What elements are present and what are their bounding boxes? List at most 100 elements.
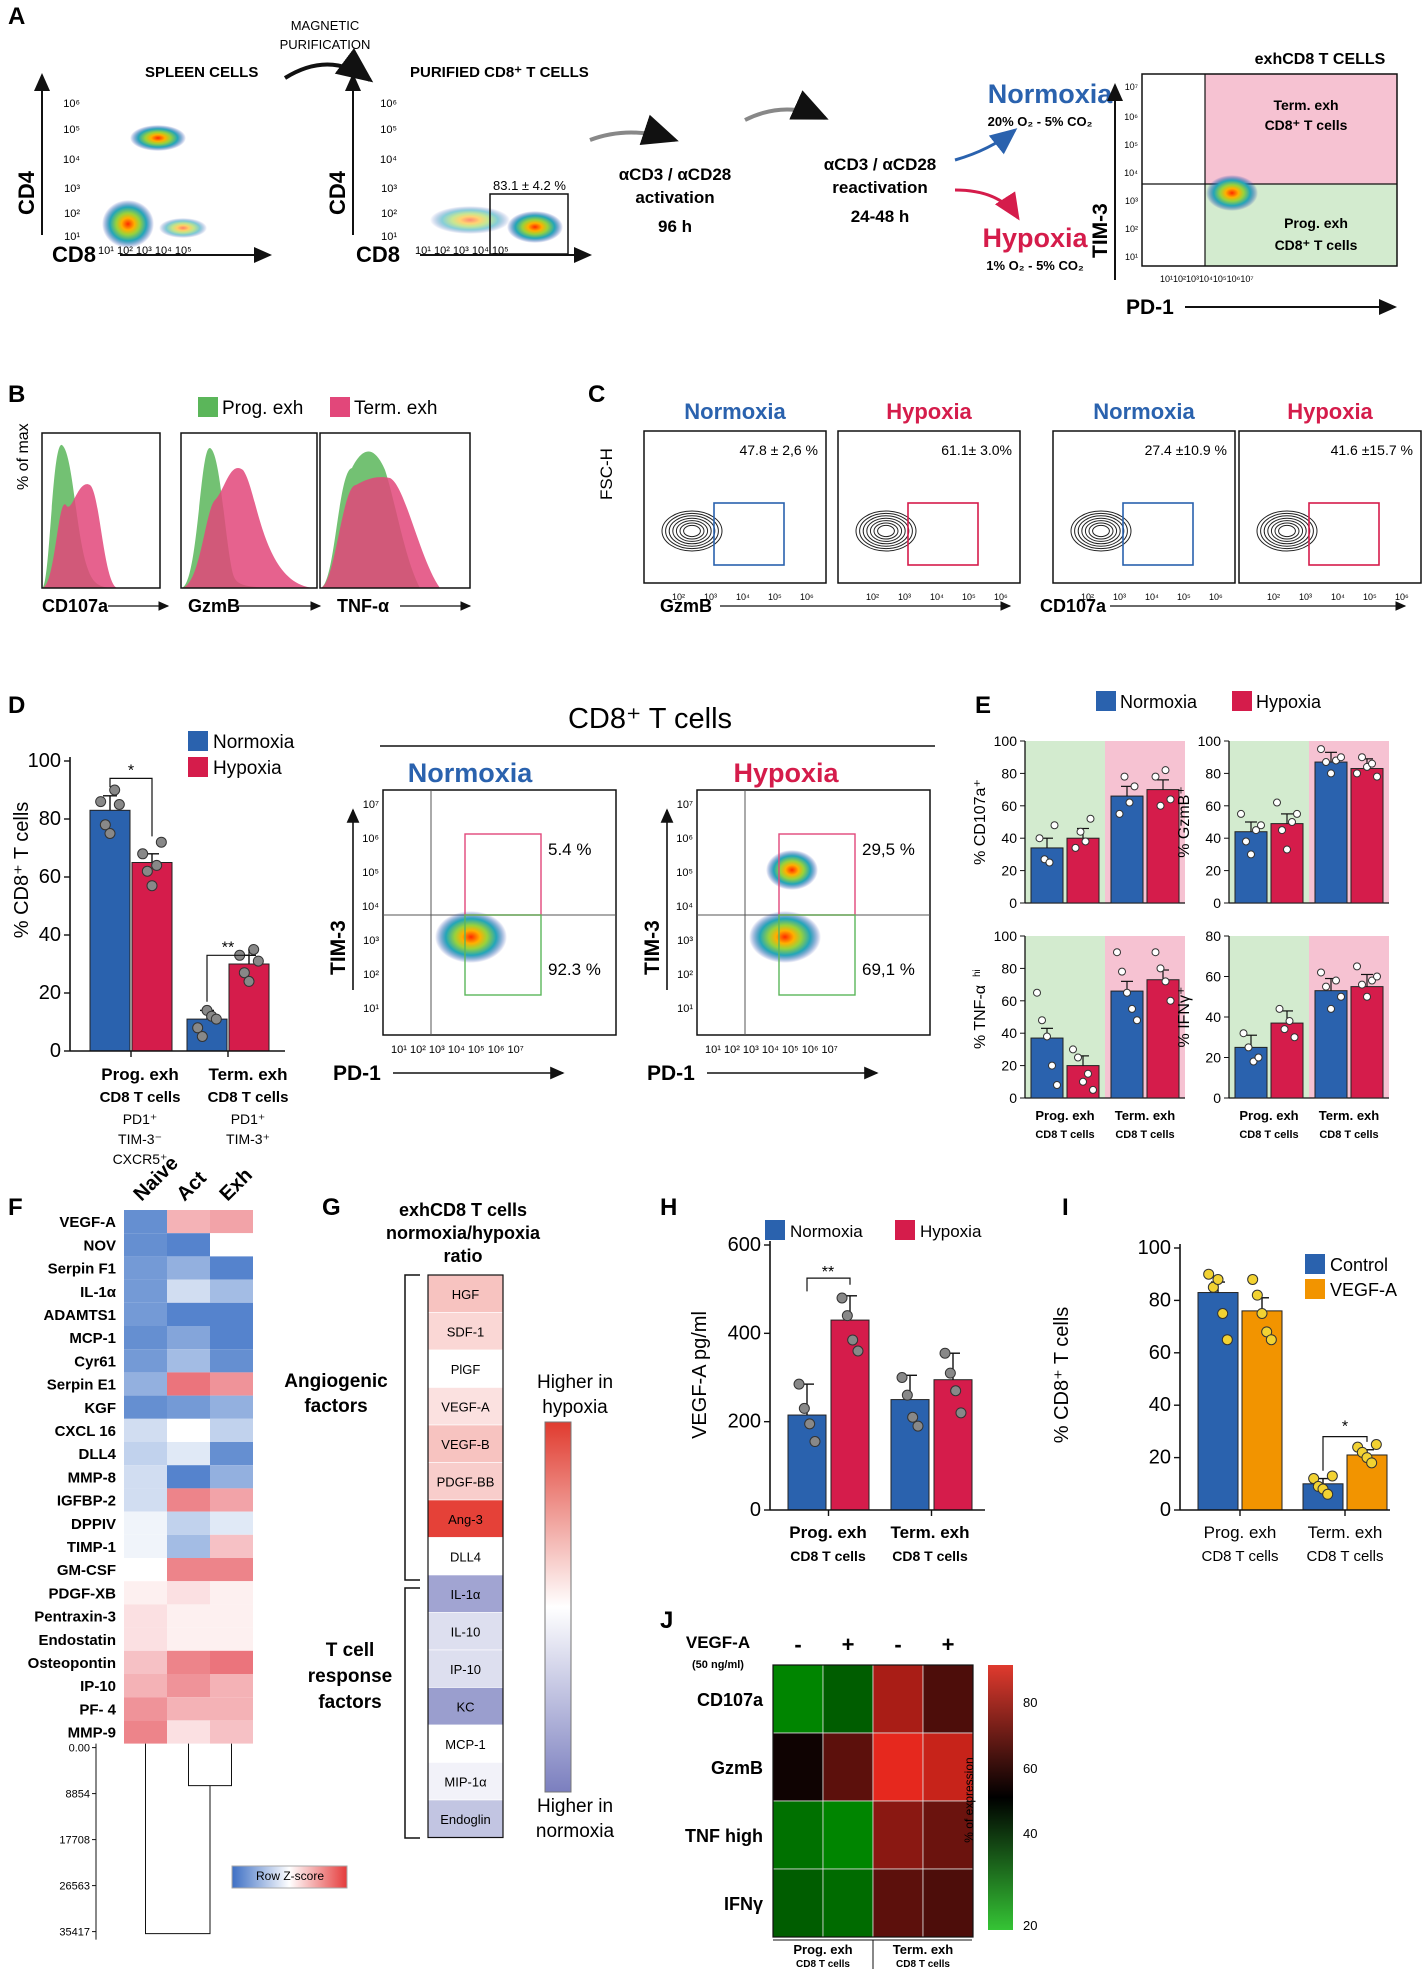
- i-ytick-label: 0: [1160, 1499, 1171, 1521]
- d-cat2-p1: PD1⁺: [231, 1111, 266, 1127]
- g-group1-2: factors: [304, 1396, 367, 1417]
- spleen-x-axis: CD8: [52, 242, 96, 267]
- i-cat1: Prog. exh: [1204, 1523, 1277, 1542]
- g-group1-1: Angiogenic: [284, 1371, 388, 1392]
- exh-ty6: 10¹: [1125, 252, 1138, 262]
- f-cell: [167, 1534, 210, 1558]
- e-cat-term-sub: CD8 T cells: [1319, 1129, 1378, 1141]
- c-pct: 61.1± 3.0%: [941, 442, 1012, 458]
- e-point: [1166, 795, 1175, 804]
- c-contour: [1260, 512, 1314, 550]
- f-dendro-tick-label: 8854: [66, 1789, 90, 1801]
- c-contour: [869, 520, 903, 542]
- d-cat1-p1: PD1⁺: [123, 1111, 158, 1127]
- d-flow-density-prog: [435, 911, 507, 963]
- f-row-label: DLL4: [79, 1446, 117, 1463]
- g-high-norm-2: normoxia: [536, 1821, 615, 1842]
- spleen-density: [102, 125, 207, 248]
- d-ytick-label: 60: [39, 866, 61, 888]
- spleen-tick-y1: 10⁵: [63, 124, 80, 136]
- f-row-label: ADAMTS1: [43, 1307, 116, 1324]
- spleen-tick-y0: 10⁶: [63, 98, 80, 110]
- c-condition-label: Normoxia: [684, 399, 786, 424]
- f-cell: [210, 1418, 253, 1442]
- h-legend-norm: Normoxia: [790, 1222, 863, 1241]
- g-cell: [427, 1387, 504, 1426]
- e-point: [1133, 1016, 1141, 1025]
- c-tick: 10⁵: [962, 592, 976, 602]
- hypoxia-cond: 1% O₂ - 5% CO₂: [986, 258, 1084, 273]
- d-legend-norm-swatch: [188, 731, 208, 751]
- c-condition-label: Hypoxia: [1287, 399, 1373, 424]
- c-condition-label: Hypoxia: [886, 399, 972, 424]
- purification-arrow: [283, 48, 374, 83]
- f-cell: [167, 1465, 210, 1489]
- purified-y-axis: CD4: [325, 170, 350, 215]
- e-ylabel: % IFNγ⁺: [1176, 987, 1193, 1048]
- e-point: [1353, 769, 1361, 778]
- f-cell: [210, 1650, 253, 1674]
- d-flow-term-pct: 5.4 %: [548, 840, 591, 859]
- h-point: [852, 1345, 864, 1357]
- c-tick: 10⁵: [1363, 592, 1377, 602]
- f-cell: [167, 1372, 210, 1396]
- c-tick: 10³: [1113, 592, 1126, 602]
- exh-ty5: 10²: [1125, 224, 1138, 234]
- i-sig: *: [1342, 1418, 1348, 1435]
- normoxia-arrow: [954, 128, 1018, 162]
- panel-b: B Prog. exh Term. exh % of max CD107a Gz…: [8, 381, 472, 616]
- f-cell: [167, 1604, 210, 1628]
- d-cat2-sub: CD8 T cells: [208, 1089, 289, 1106]
- f-cell: [210, 1279, 253, 1303]
- f-row-label: Endostatin: [39, 1632, 117, 1649]
- j-cell: [822, 1800, 874, 1870]
- d-flow-ytick: 10³: [363, 935, 379, 947]
- g-cell-label: Endoglin: [440, 1812, 491, 1827]
- d-point: [146, 880, 158, 892]
- spleen-tick-y2: 10⁴: [63, 154, 80, 166]
- pur-tick-y5: 10¹: [381, 231, 397, 243]
- f-cell: [210, 1302, 253, 1326]
- c-tick: 10⁴: [1145, 592, 1159, 602]
- hypoxia-arrow: [954, 188, 1020, 221]
- e-point: [1118, 967, 1126, 976]
- h-point: [809, 1436, 821, 1448]
- arrow1-line2: PURIFICATION: [280, 37, 371, 52]
- d-point: [196, 1031, 208, 1042]
- f-cell: [124, 1233, 167, 1257]
- f-cell: [210, 1511, 253, 1535]
- g-cell-label: DLL4: [450, 1549, 481, 1564]
- e-point: [1293, 809, 1301, 818]
- f-cell: [124, 1210, 167, 1234]
- g-high-norm-1: Higher in: [537, 1796, 613, 1817]
- j-scale-20: 20: [1023, 1918, 1037, 1933]
- g-cell: [427, 1274, 504, 1313]
- f-dendro-tick-label: 35417: [59, 1927, 90, 1939]
- f-cell: [167, 1442, 210, 1466]
- e-ytick-label: 0: [1009, 895, 1017, 911]
- panel-i-letter: I: [1062, 1194, 1069, 1221]
- e-ytick-label: 20: [1205, 863, 1221, 879]
- h-cat2-sub: CD8 T cells: [892, 1548, 968, 1564]
- f-cell: [167, 1418, 210, 1442]
- e-point: [1151, 772, 1160, 781]
- d-point: [192, 1022, 204, 1034]
- d-legend-hyp-swatch: [188, 757, 208, 777]
- f-cell: [210, 1326, 253, 1350]
- d-flow-ytick: 10²: [677, 969, 693, 981]
- e-point: [1288, 818, 1296, 826]
- d-cat2: Term. exh: [208, 1065, 287, 1084]
- h-sig-bracket: [806, 1277, 851, 1292]
- f-dendro-branch: [188, 1743, 232, 1787]
- exh-ty1: 10⁶: [1124, 112, 1138, 122]
- e-ylabel-sup: hi: [972, 969, 983, 977]
- d-bar: [131, 862, 173, 1052]
- e-point: [1069, 1045, 1077, 1054]
- f-row-label: Cyr61: [74, 1353, 116, 1370]
- e-ytick-label: 40: [1001, 830, 1017, 846]
- d-flow-xticks: 10¹ 10² 10³ 10⁴ 10⁵ 10⁶ 10⁷: [391, 1044, 524, 1056]
- panel-d-letter: D: [8, 692, 25, 719]
- j-row-label: TNF high: [685, 1826, 763, 1846]
- f-dendro-branch: [145, 1743, 211, 1935]
